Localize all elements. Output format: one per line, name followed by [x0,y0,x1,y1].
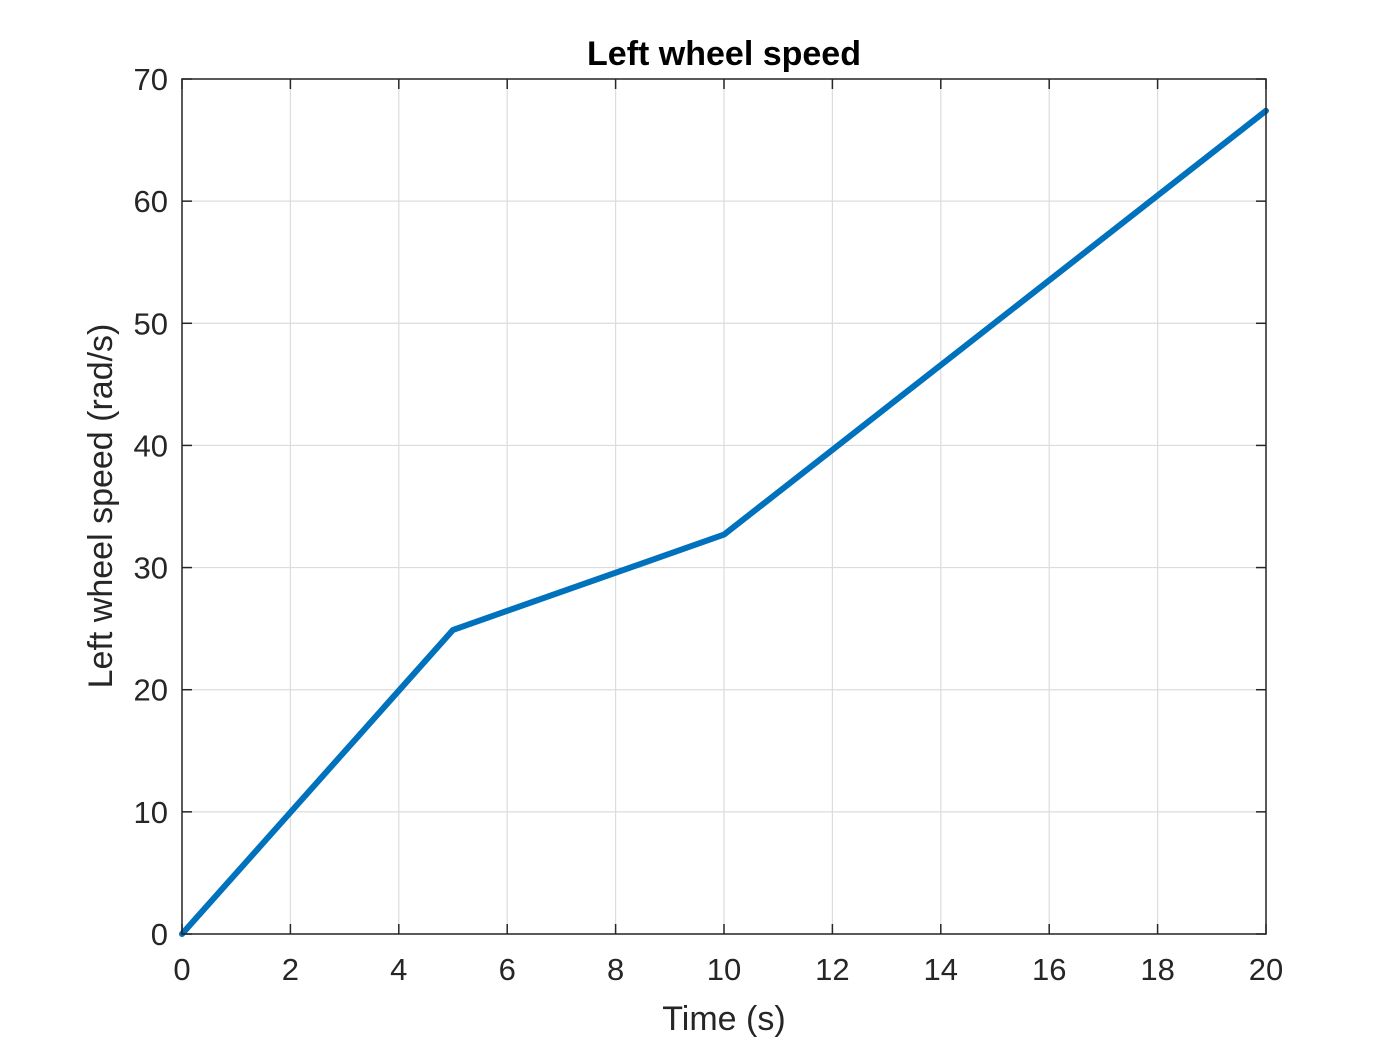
x-tick-label: 18 [1140,952,1174,987]
series-group [179,107,1269,937]
x-tick-label: 14 [924,952,958,987]
x-tick-labels: 0 2 4 6 8 10 12 14 16 18 20 [173,952,1283,987]
x-tick-label: 4 [390,952,407,987]
y-tick-label: 50 [134,306,168,341]
y-axis-label: Left wheel speed (rad/s) [82,324,120,689]
y-tick-label: 0 [151,917,168,952]
y-tick-label: 30 [134,551,168,586]
y-tick-label: 10 [134,795,168,830]
series-line [179,107,1269,937]
ticks [181,78,1267,935]
x-tick-label: 12 [815,952,849,987]
x-tick-label: 0 [173,952,190,987]
x-tick-label: 6 [499,952,516,987]
y-tick-label: 70 [134,62,168,97]
x-axis-label: Time (s) [662,1000,785,1038]
y-tick-labels: 0 10 20 30 40 50 60 70 [134,62,168,952]
y-tick-label: 20 [134,673,168,708]
y-tick-label: 40 [134,428,168,463]
y-tick-label: 60 [134,184,168,219]
x-tick-label: 20 [1249,952,1283,987]
x-tick-label: 16 [1032,952,1066,987]
chart-title: Left wheel speed [587,35,861,73]
x-tick-label: 8 [607,952,624,987]
x-tick-label: 10 [707,952,741,987]
x-tick-label: 2 [282,952,299,987]
